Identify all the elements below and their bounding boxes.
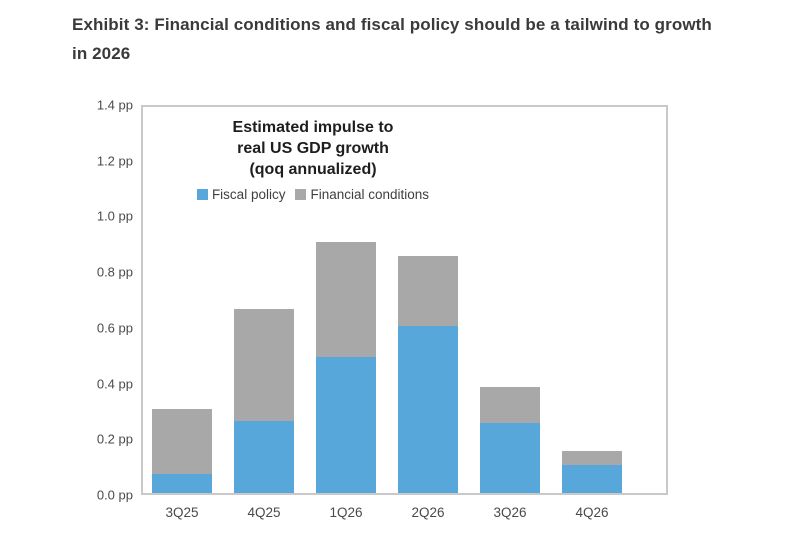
legend-label-fiscal-policy: Fiscal policy	[211, 187, 286, 202]
stacked-bar-3q26	[480, 387, 540, 493]
stacked-bar-2q26	[398, 256, 458, 493]
bar-segment-fiscal-policy	[234, 420, 294, 493]
x-axis-label: 4Q26	[575, 505, 609, 520]
y-axis-tick-label: 0.4 pp	[96, 376, 133, 392]
bar-segment-financial-conditions	[152, 409, 212, 474]
legend-item-fiscal-policy: Fiscal policy	[196, 187, 286, 202]
exhibit-title: Exhibit 3: Financial conditions and fisc…	[72, 10, 802, 68]
y-axis-tick-label: 1.2 pp	[96, 153, 133, 169]
chart-legend: Fiscal policy Financial conditions	[163, 187, 463, 202]
exhibit-title-line-2: in 2026	[72, 44, 131, 63]
y-axis-tick-label: 1.4 pp	[96, 97, 133, 113]
financial-conditions-swatch-icon	[295, 189, 307, 200]
x-axis-label: 1Q26	[329, 505, 363, 520]
exhibit-title-line-1: Exhibit 3: Financial conditions and fisc…	[72, 15, 712, 34]
stacked-bar-4q26	[562, 451, 622, 493]
stacked-bar-4q25	[234, 309, 294, 493]
bar-segment-financial-conditions	[316, 242, 376, 357]
stacked-bar-3q25	[152, 409, 212, 493]
chart-title: Estimated impulse to real US GDP growth …	[163, 117, 463, 180]
y-axis-tick-label: 0.0 pp	[96, 487, 133, 503]
stacked-bar-1q26	[316, 242, 376, 493]
y-axis-tick-label: 0.2 pp	[96, 431, 133, 447]
bar-segment-fiscal-policy	[480, 423, 540, 493]
bar-segment-fiscal-policy	[316, 356, 376, 493]
bar-segment-fiscal-policy	[398, 325, 458, 493]
bar-segment-financial-conditions	[480, 387, 540, 424]
y-axis-tick-label: 1.0 pp	[96, 208, 133, 224]
x-axis-label: 2Q26	[411, 505, 445, 520]
bar-segment-financial-conditions	[234, 309, 294, 421]
x-axis-label: 3Q26	[493, 505, 527, 520]
y-axis-tick-label: 0.6 pp	[96, 320, 133, 336]
bar-segment-financial-conditions	[562, 451, 622, 466]
x-axis-label: 4Q25	[247, 505, 281, 520]
bar-segment-financial-conditions	[398, 256, 458, 326]
y-axis-tick-label: 0.8 pp	[96, 264, 133, 280]
chart-title-line-3: (qoq annualized)	[249, 161, 377, 178]
x-axis-label: 3Q25	[165, 505, 199, 520]
chart-title-line-2: real US GDP growth	[237, 140, 389, 157]
legend-label-financial-conditions: Financial conditions	[310, 187, 430, 202]
chart-plot-area: Estimated impulse to real US GDP growth …	[141, 105, 668, 495]
legend-item-financial-conditions: Financial conditions	[295, 187, 429, 202]
bar-segment-fiscal-policy	[562, 465, 622, 493]
chart-title-line-1: Estimated impulse to	[232, 119, 394, 136]
bar-segment-fiscal-policy	[152, 473, 212, 493]
fiscal-policy-swatch-icon	[196, 189, 208, 200]
